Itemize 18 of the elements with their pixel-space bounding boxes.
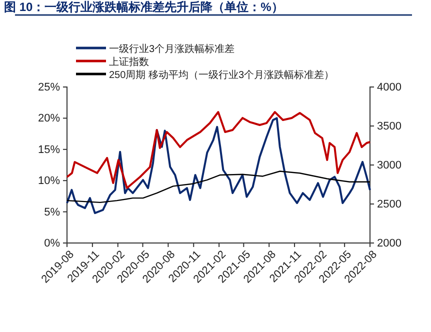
y-tick-label: 0% [44,238,60,250]
y2-tick-label: 2500 [377,198,402,211]
y-tick-label: 15% [38,144,60,156]
legend-label: 250周期 移动平均（一级行业3个月涨跌幅标准差） [109,69,334,81]
y2-tick-label: 3500 [377,120,402,133]
y2-tick-label: 3000 [377,160,402,172]
line-series [66,111,371,190]
y2-tick-label: 4000 [377,82,402,94]
chart-title: 图 10：一级行业涨跌幅标准差先升后降（单位：%） [4,0,284,14]
y2-tick-label: 2000 [377,238,402,250]
y-tick-label: 5% [44,206,60,218]
line-series [66,117,371,214]
legend-label: 上证指数 [109,56,149,68]
y-tick-label: 20% [38,112,60,125]
y-tick-label: 10% [38,175,60,188]
legend-label: 一级行业3个月涨跌幅标准差 [109,43,235,55]
line-series [66,170,371,204]
y-tick-label: 25% [38,82,60,94]
